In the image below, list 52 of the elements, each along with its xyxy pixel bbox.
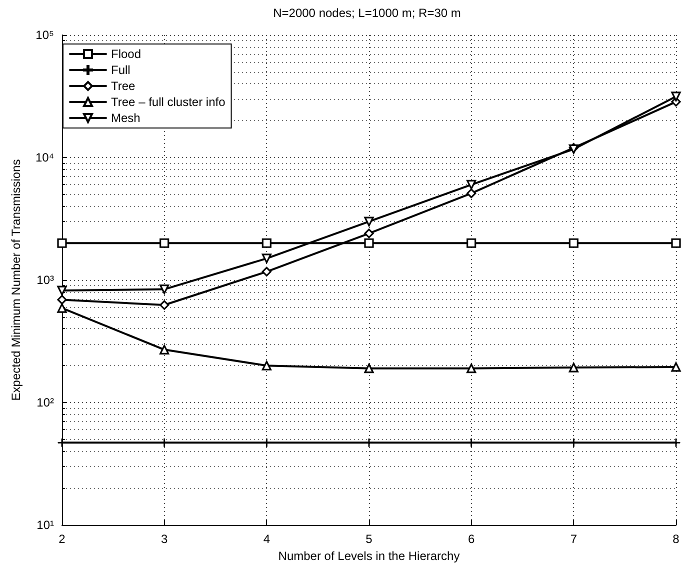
point [568, 362, 578, 372]
x-tick-label: 3 [160, 532, 168, 546]
y-tick-label: 10¹ [36, 518, 54, 532]
legend-label: Tree – full cluster info [111, 95, 226, 109]
point [262, 360, 272, 370]
y-tick-label: 10³ [36, 273, 54, 287]
y-axis-title: Expected Minimum Number of Transmissions [9, 159, 23, 401]
x-tick-label: 7 [570, 532, 578, 546]
x-tick-label: 6 [468, 532, 475, 546]
point [466, 364, 476, 374]
chart-title: N=2000 nodes; L=1000 m; R=30 m [273, 6, 461, 20]
legend-label: Full [111, 63, 130, 77]
point [364, 438, 374, 447]
point [57, 238, 67, 248]
point [672, 438, 680, 447]
legend-label: Tree [111, 79, 136, 93]
point [57, 294, 67, 305]
point [160, 300, 170, 310]
point [671, 238, 681, 248]
point [364, 364, 374, 374]
x-tick-label: 4 [263, 532, 270, 546]
legend-label: Flood [111, 47, 142, 61]
y-tick-label: 10⁴ [35, 150, 54, 164]
point [58, 438, 66, 447]
x-tick-label: 8 [672, 532, 680, 546]
point [160, 238, 170, 248]
x-tick-label: 5 [366, 532, 373, 546]
point [262, 438, 271, 447]
point [671, 92, 681, 102]
point [262, 254, 272, 264]
point [568, 238, 578, 248]
point [57, 303, 67, 313]
x-axis-title: Number of Levels in the Hierarchy [278, 548, 460, 563]
x-tick-label: 2 [58, 532, 66, 546]
point [671, 362, 681, 372]
point [160, 344, 170, 354]
point [467, 438, 476, 447]
point [364, 216, 374, 226]
point [364, 228, 374, 238]
point [569, 438, 578, 447]
point [160, 284, 170, 294]
point [466, 238, 476, 248]
point [262, 238, 272, 248]
point [262, 266, 272, 276]
legend-label: Mesh [111, 111, 140, 125]
point [57, 286, 67, 296]
y-tick-label: 10² [36, 396, 54, 410]
point [466, 188, 476, 198]
point [466, 180, 476, 190]
point [364, 238, 374, 248]
point [160, 438, 169, 447]
y-tick-label: 10⁵ [36, 28, 54, 42]
